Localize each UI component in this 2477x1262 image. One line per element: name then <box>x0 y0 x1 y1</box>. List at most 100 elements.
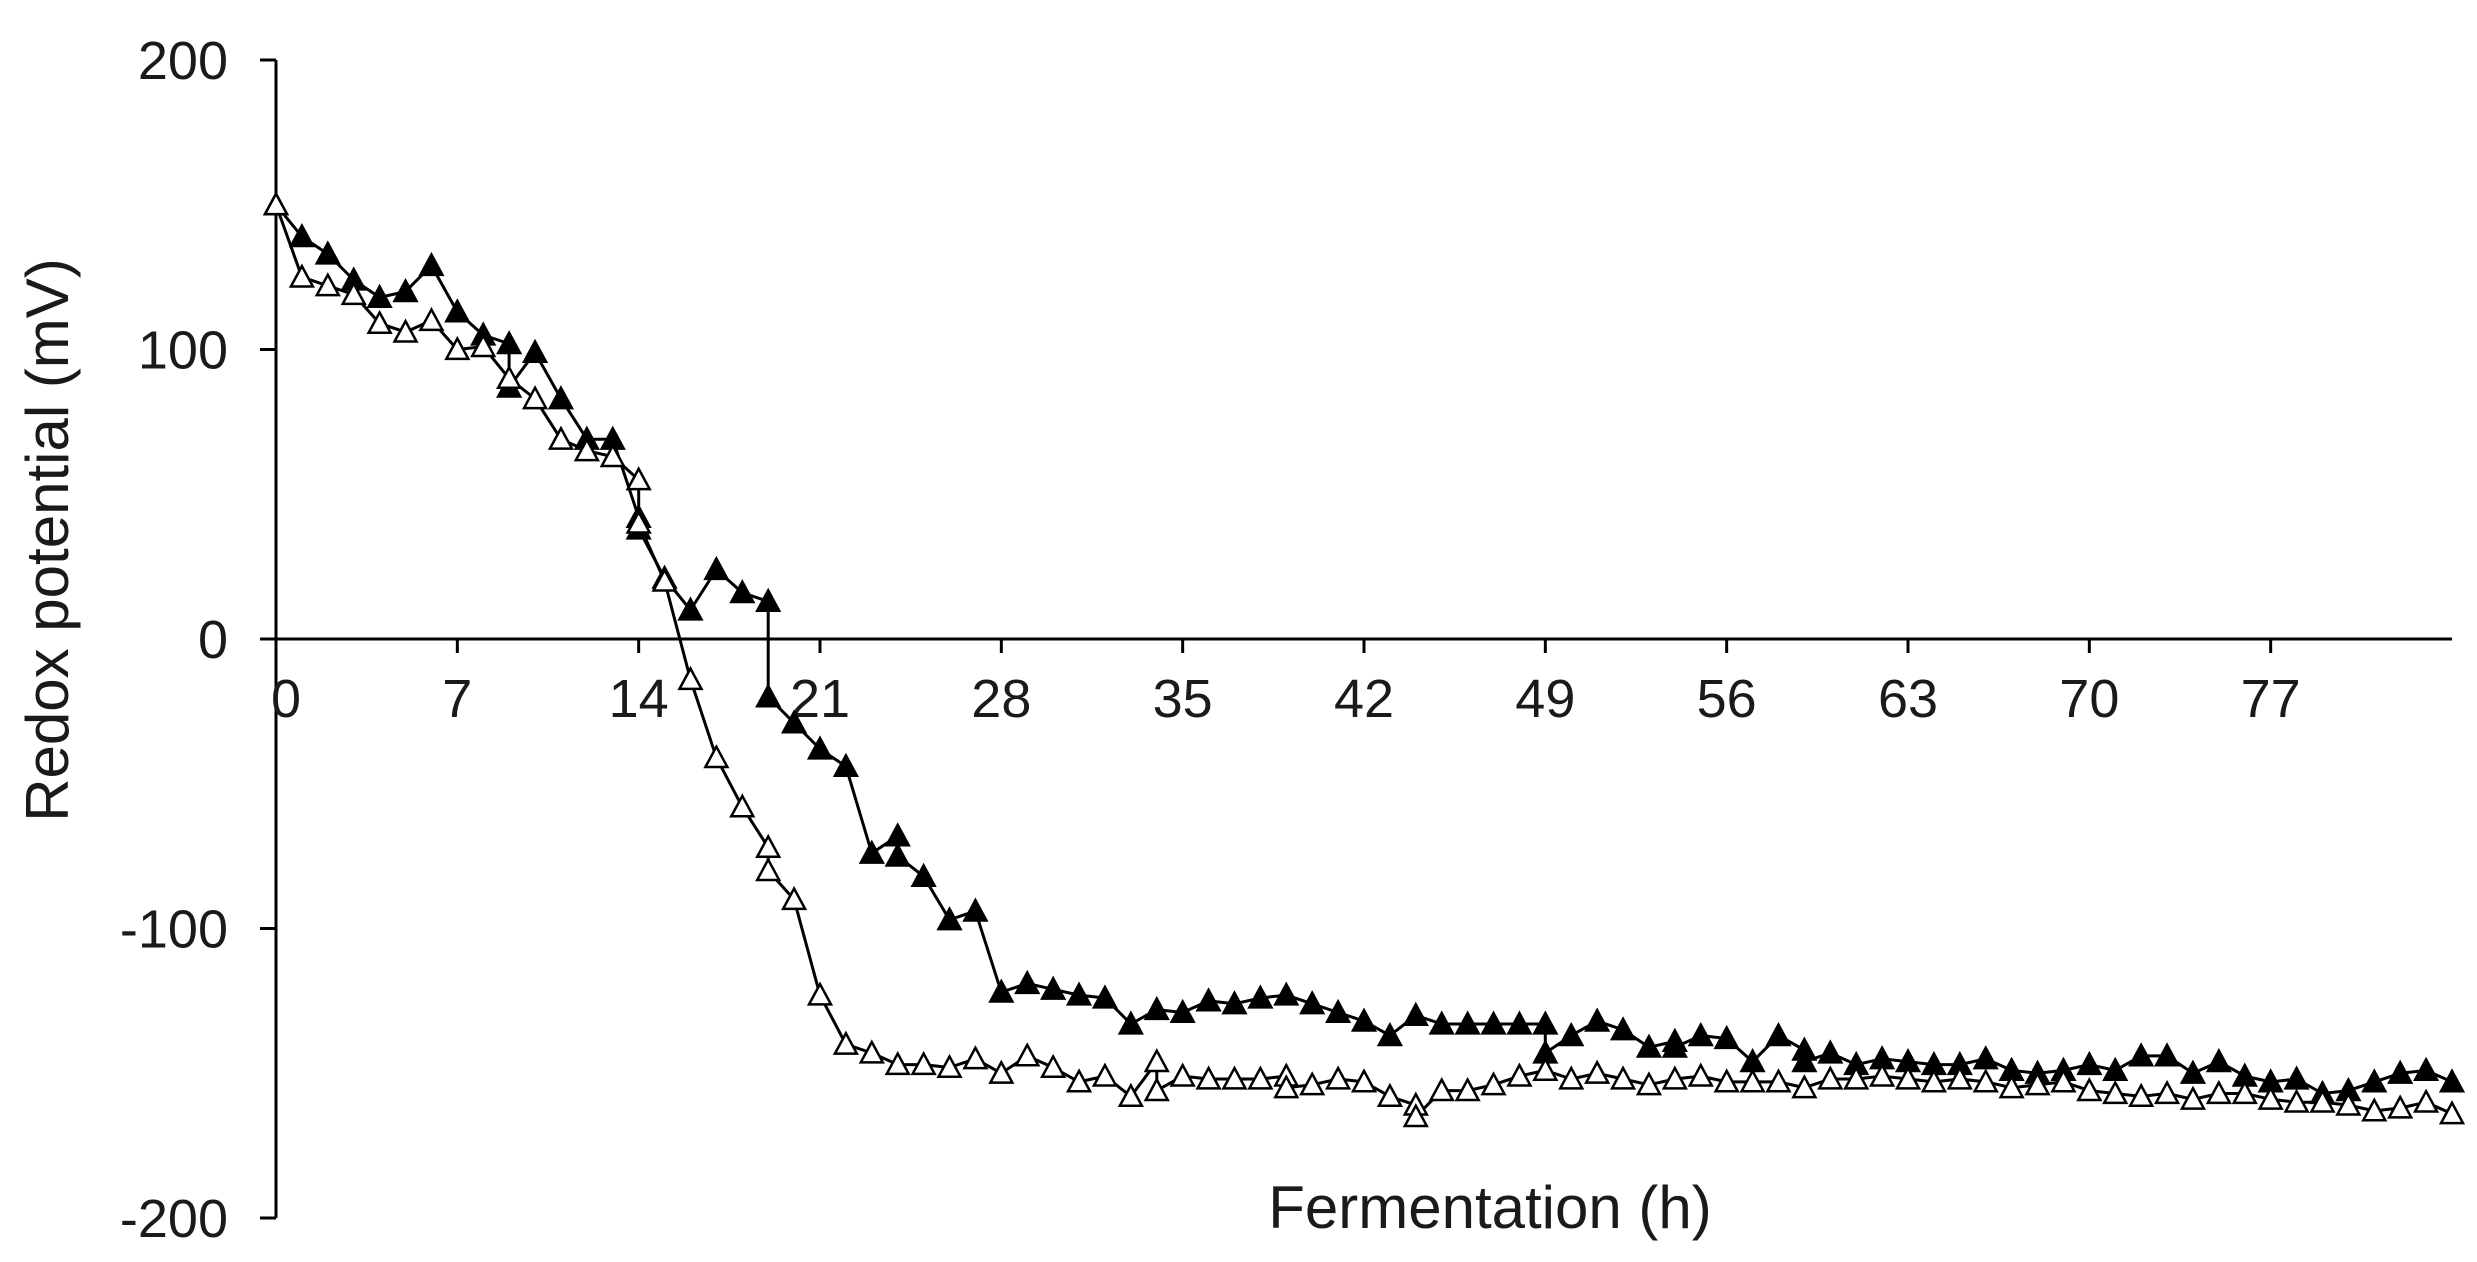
data-point <box>1143 1048 1170 1073</box>
data-point <box>651 567 678 592</box>
data-point <box>2102 1056 2129 1081</box>
data-point <box>988 978 1015 1003</box>
data-point <box>1558 1021 1585 1047</box>
series-1 <box>262 191 2466 1128</box>
data-point <box>1609 1065 1637 1090</box>
data-point <box>1972 1045 1999 1070</box>
data-point <box>1221 990 1248 1015</box>
data-point <box>2257 1085 2284 1110</box>
data-point <box>340 280 367 306</box>
data-point <box>988 1059 1015 1084</box>
series-line <box>274 204 2453 1119</box>
data-point <box>780 885 808 911</box>
data-point <box>677 596 704 621</box>
data-point <box>1428 1010 1455 1035</box>
data-point <box>962 897 989 922</box>
data-point <box>2361 1068 2388 1093</box>
data-point <box>1040 1053 1067 1079</box>
data-point <box>2361 1097 2388 1122</box>
data-point <box>2205 1048 2232 1073</box>
data-point <box>1402 1001 1429 1026</box>
data-point <box>521 338 549 363</box>
data-point <box>521 385 549 410</box>
data-point <box>1998 1074 2025 1099</box>
data-point <box>806 735 834 760</box>
data-point <box>496 330 523 355</box>
data-point <box>314 272 341 297</box>
data-point <box>2076 1076 2103 1102</box>
data-point <box>1040 975 1067 1000</box>
data-point <box>1195 1065 1222 1090</box>
data-point <box>1765 1068 1792 1093</box>
data-point <box>1273 1074 1300 1099</box>
data-point <box>910 862 937 887</box>
data-point <box>418 306 445 332</box>
data-point <box>1558 1065 1585 1090</box>
data-point <box>806 981 834 1006</box>
data-point <box>1091 984 1119 1009</box>
data-point <box>1014 1042 1041 1067</box>
data-point <box>496 364 523 390</box>
x-tick-label: 63 <box>1878 669 1938 729</box>
data-point <box>2024 1071 2051 1096</box>
data-point <box>729 579 756 604</box>
x-tick-label: 56 <box>1697 669 1757 729</box>
data-point <box>2231 1079 2258 1105</box>
data-point <box>755 683 782 708</box>
data-point <box>418 251 445 277</box>
data-point <box>314 240 341 265</box>
data-point <box>1117 1010 1144 1035</box>
data-point <box>1713 1024 1740 1050</box>
data-point <box>1739 1068 1766 1093</box>
data-point <box>2335 1091 2362 1116</box>
data-point <box>1454 1076 1481 1102</box>
data-point <box>703 744 730 769</box>
data-point <box>2412 1088 2440 1113</box>
data-point <box>1324 1065 1352 1090</box>
data-point <box>1014 969 1041 995</box>
y-axis-title: Redox potential (mV) <box>14 258 81 822</box>
data-point <box>444 298 471 323</box>
data-point <box>2179 1059 2207 1084</box>
data-point <box>2076 1050 2103 1076</box>
data-point <box>2438 1100 2466 1125</box>
data-point <box>2153 1042 2181 1067</box>
x-tick-label: 77 <box>2241 669 2301 729</box>
data-point <box>1428 1076 1455 1102</box>
data-point <box>366 309 393 335</box>
data-point <box>936 1053 963 1079</box>
data-point <box>1350 1007 1378 1032</box>
y-tick-label: 100 <box>138 321 228 381</box>
data-point <box>547 425 575 450</box>
data-point <box>1169 998 1196 1024</box>
data-point <box>1299 1071 1326 1096</box>
data-point <box>1635 1071 1663 1096</box>
data-point <box>962 1045 989 1070</box>
data-point <box>599 442 626 468</box>
data-point <box>1376 1082 1404 1108</box>
data-point <box>2128 1042 2155 1067</box>
data-point <box>1972 1068 1999 1093</box>
data-point <box>2309 1088 2336 1113</box>
data-point <box>2102 1079 2129 1105</box>
data-point <box>1687 1062 1714 1087</box>
data-point <box>1350 1068 1378 1093</box>
data-point <box>884 1050 911 1076</box>
data-point <box>755 587 782 612</box>
data-point <box>910 1050 937 1076</box>
x-tick-label: 28 <box>971 669 1031 729</box>
data-point <box>470 332 497 358</box>
data-point <box>2153 1079 2181 1105</box>
data-point <box>1843 1065 1870 1090</box>
data-point <box>2050 1068 2077 1093</box>
data-point <box>1817 1065 1844 1090</box>
data-point <box>1894 1065 1922 1090</box>
data-point <box>780 709 808 734</box>
series-layer <box>262 191 2466 1128</box>
data-point <box>1376 1021 1404 1047</box>
data-point <box>547 385 575 410</box>
data-point <box>625 466 652 491</box>
data-point <box>1584 1007 1611 1032</box>
data-point <box>1532 1056 1559 1081</box>
data-point <box>1765 1021 1792 1047</box>
